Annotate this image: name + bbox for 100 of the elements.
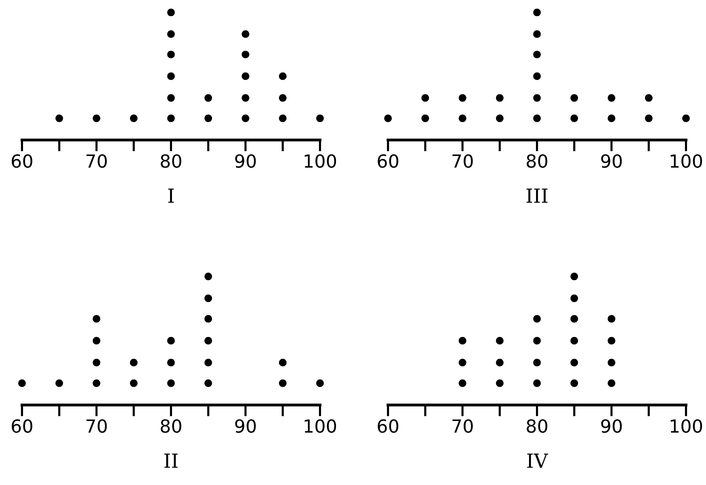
point — [644, 114, 653, 122]
point — [533, 379, 541, 387]
point — [384, 114, 392, 122]
point — [242, 72, 250, 80]
point — [167, 72, 175, 80]
point — [18, 379, 26, 387]
point — [570, 114, 578, 122]
point — [204, 294, 212, 302]
point — [316, 379, 324, 387]
point — [204, 336, 212, 345]
point — [242, 94, 250, 102]
point — [167, 379, 175, 387]
x-tick-label: 90 — [601, 419, 622, 433]
x-tick-label: 90 — [235, 154, 256, 168]
point — [570, 94, 578, 102]
x-tick-label: 100 — [670, 419, 702, 433]
point — [278, 72, 287, 80]
point — [533, 30, 541, 38]
point — [278, 379, 287, 387]
point — [533, 315, 541, 323]
point — [204, 272, 212, 280]
x-tick-label: 60 — [378, 154, 398, 168]
point — [204, 379, 212, 387]
point — [204, 358, 212, 366]
point — [533, 50, 541, 58]
x-tick-label: 70 — [86, 419, 107, 433]
point — [533, 94, 541, 102]
point — [496, 114, 504, 122]
point — [570, 294, 578, 302]
point — [458, 358, 466, 366]
x-tick-label: 70 — [452, 419, 473, 433]
point — [242, 50, 250, 58]
point — [458, 336, 466, 345]
x-tick-label: 80 — [160, 154, 182, 168]
point — [55, 114, 64, 122]
point — [167, 114, 175, 122]
x-tick-label: 100 — [304, 419, 336, 433]
point — [458, 94, 466, 102]
point — [278, 358, 287, 366]
point — [167, 358, 175, 366]
point — [204, 94, 212, 102]
point — [496, 94, 504, 102]
point — [421, 94, 430, 102]
point — [130, 358, 138, 366]
point — [421, 114, 430, 122]
point — [533, 336, 541, 345]
point — [644, 94, 653, 102]
x-tick-label: 100 — [670, 154, 702, 168]
point — [682, 114, 690, 122]
point — [533, 358, 541, 366]
x-tick-label: 60 — [12, 154, 32, 168]
point — [167, 94, 175, 102]
x-axis-title: I — [168, 188, 174, 203]
point — [204, 114, 212, 122]
point — [167, 336, 175, 345]
point — [608, 114, 616, 122]
x-tick-label: 60 — [12, 419, 32, 433]
point — [570, 336, 578, 345]
point — [570, 379, 578, 387]
point — [608, 315, 616, 323]
point — [167, 8, 175, 16]
point — [496, 358, 504, 366]
point — [533, 8, 541, 16]
point — [496, 379, 504, 387]
point — [608, 94, 616, 102]
x-tick-label: 80 — [526, 419, 548, 433]
point — [533, 72, 541, 80]
point — [608, 379, 616, 387]
point — [278, 114, 287, 122]
point — [458, 114, 466, 122]
x-axis-title: III — [526, 188, 548, 203]
point — [55, 379, 64, 387]
x-tick-label: 90 — [235, 419, 256, 433]
point — [242, 30, 250, 38]
x-tick-label: 80 — [160, 419, 182, 433]
point — [570, 358, 578, 366]
x-tick-label: 70 — [86, 154, 107, 168]
point — [570, 315, 578, 323]
point — [608, 358, 616, 366]
point — [92, 358, 100, 366]
point — [130, 114, 138, 122]
point — [316, 114, 324, 122]
point — [496, 336, 504, 345]
point — [204, 315, 212, 323]
point — [458, 379, 466, 387]
point — [167, 50, 175, 58]
x-tick-label: 70 — [452, 154, 473, 168]
x-tick-label: 60 — [378, 419, 398, 433]
point — [608, 336, 616, 345]
point — [130, 379, 138, 387]
point — [278, 94, 287, 102]
x-axis-title: II — [164, 454, 178, 468]
point — [92, 336, 100, 345]
point — [92, 114, 100, 122]
point — [533, 114, 541, 122]
point — [92, 379, 100, 387]
point — [242, 114, 250, 122]
x-tick-label: 80 — [526, 154, 548, 168]
point — [167, 30, 175, 38]
point — [92, 315, 100, 323]
